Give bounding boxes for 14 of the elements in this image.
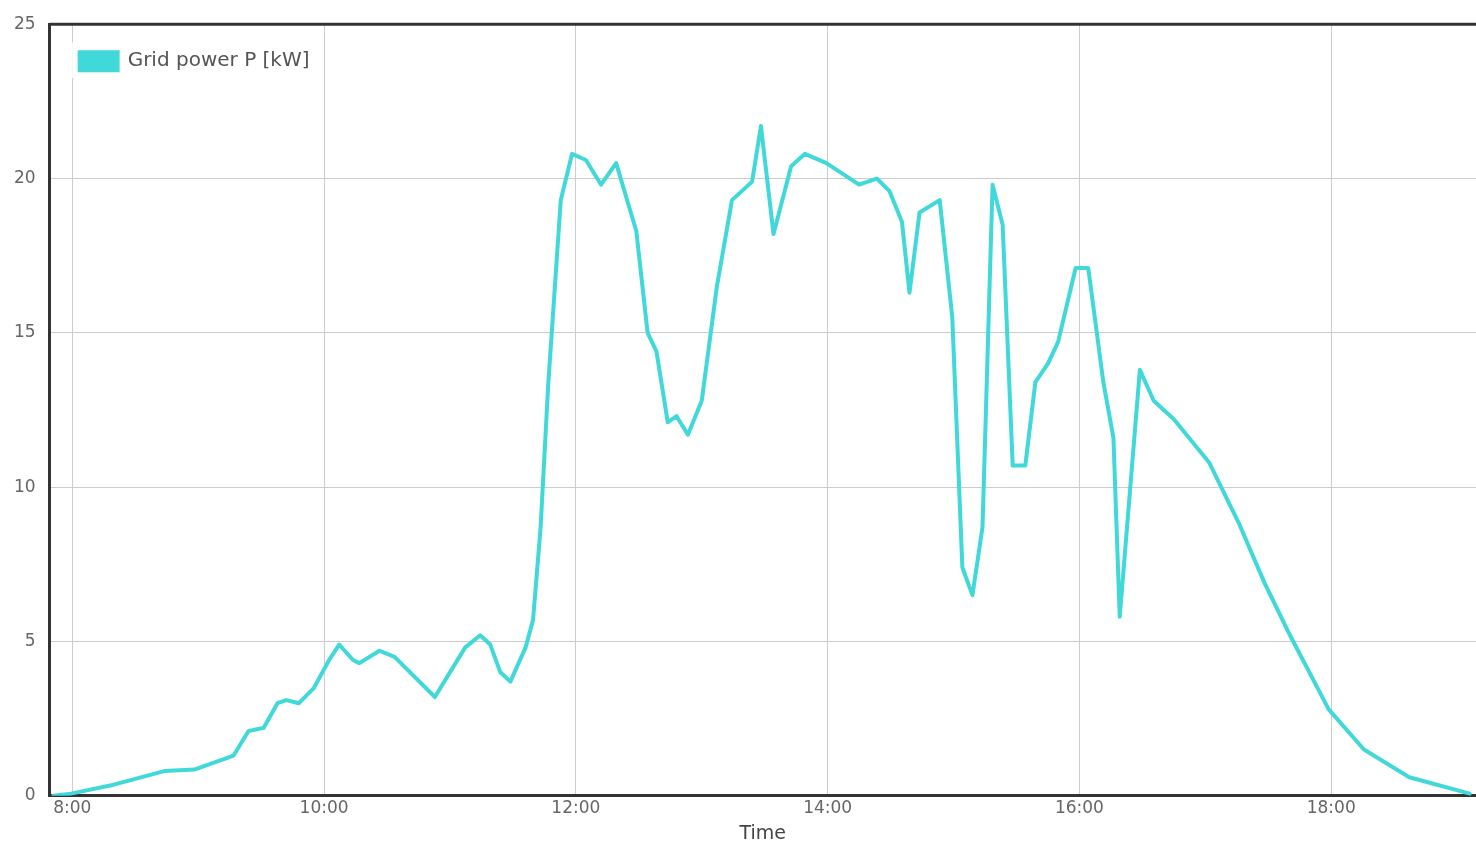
y-tick-label: 15 [13,321,36,342]
y-tick-label: 20 [13,166,36,187]
y-tick-label: 5 [24,629,36,650]
y-tick-label: 10 [13,475,36,496]
y-tick-label: 0 [24,784,36,805]
x-tick-label: 16:00 [1054,797,1104,818]
x-axis-title: Time [738,820,787,843]
x-tick-label: 12:00 [551,797,601,818]
x-tick-label: 8:00 [53,797,92,818]
x-tick-label: 10:00 [299,797,349,818]
y-tick-label: 25 [13,12,36,33]
x-tick-label: 18:00 [1306,797,1356,818]
legend-label: Grid power P [kW] [127,47,310,72]
x-tick-label: 14:00 [803,797,853,818]
